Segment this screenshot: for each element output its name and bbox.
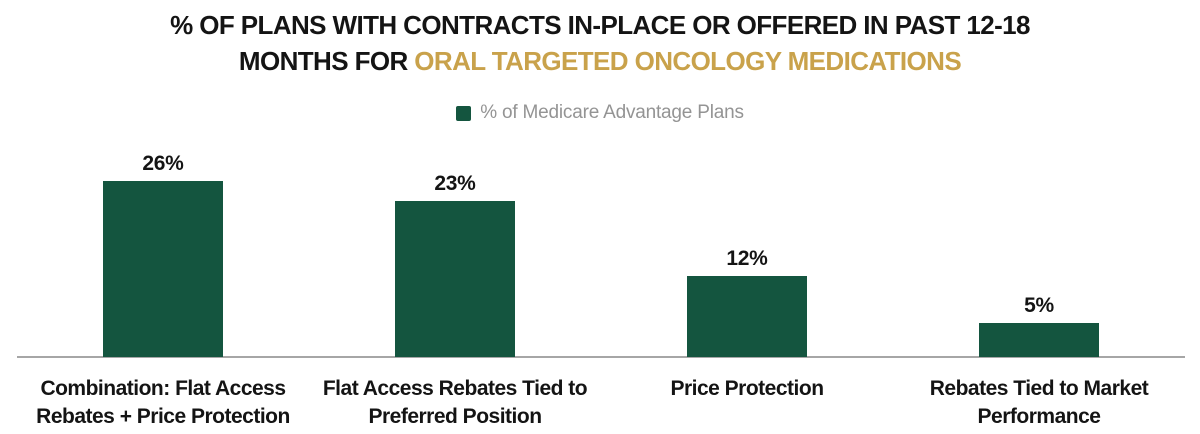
bar — [395, 201, 515, 357]
chart-title-line-2-prefix: MONTHS FOR — [238, 46, 415, 76]
chart-title: % OF PLANS WITH CONTRACTS IN-PLACE OR OF… — [0, 0, 1200, 79]
bar-value-label: 26% — [142, 152, 184, 175]
bar — [687, 276, 807, 357]
bar-value-label: 5% — [1024, 294, 1054, 317]
category-label: Combination: Flat Access Rebates + Price… — [36, 377, 290, 428]
bar-group: 26% — [17, 152, 309, 357]
bar — [979, 323, 1099, 357]
bar-group: 12% — [601, 247, 893, 357]
category-label: Rebates Tied to Market Performance — [929, 377, 1149, 428]
plot-area: 26% 23% 12% 5% — [17, 124, 1185, 357]
legend-label: % of Medicare Advantage Plans — [480, 102, 744, 123]
bar-group: 23% — [309, 172, 601, 357]
bar-group: 5% — [893, 294, 1185, 357]
chart-title-highlight: ORAL TARGETED ONCOLOGY MEDICATIONS — [414, 46, 962, 76]
x-axis-line — [17, 356, 1185, 358]
bar-value-label: 12% — [726, 247, 768, 270]
chart-title-line-1: % OF PLANS WITH CONTRACTS IN-PLACE OR OF… — [170, 10, 1030, 40]
category-label: Flat Access Rebates Tied to Preferred Po… — [322, 377, 588, 428]
category-label: Price Protection — [670, 377, 824, 400]
legend: % of Medicare Advantage Plans — [0, 102, 1200, 124]
chart-title-line-2: MONTHS FOR ORAL TARGETED ONCOLOGY MEDICA… — [0, 43, 1200, 79]
bar-value-label: 23% — [434, 172, 476, 195]
category-labels: Combination: Flat Access Rebates + Price… — [17, 375, 1185, 431]
legend-swatch-icon — [456, 105, 472, 121]
bar — [103, 181, 223, 357]
